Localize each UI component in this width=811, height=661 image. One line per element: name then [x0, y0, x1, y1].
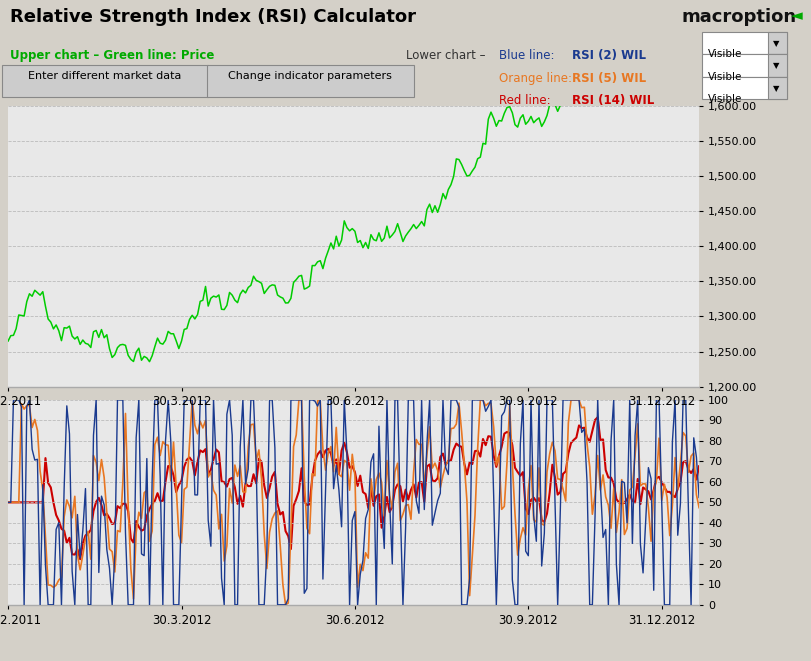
FancyBboxPatch shape	[768, 77, 787, 99]
Text: ▼: ▼	[773, 38, 779, 48]
Text: Orange line:: Orange line:	[499, 72, 572, 85]
Text: 31.12.2012: 31.12.2012	[628, 395, 695, 408]
Text: Upper chart – Green line: Price: Upper chart – Green line: Price	[10, 49, 214, 62]
Text: RSI (2) WIL: RSI (2) WIL	[572, 49, 646, 62]
Text: Red line:: Red line:	[499, 95, 551, 107]
Text: 30.6.2012: 30.6.2012	[325, 395, 384, 408]
Text: ▼: ▼	[773, 61, 779, 70]
Text: Change indicator parameters: Change indicator parameters	[228, 71, 393, 81]
FancyBboxPatch shape	[702, 77, 787, 99]
Text: Lower chart –: Lower chart –	[406, 49, 485, 62]
Text: Relative Strength Index (RSI) Calculator: Relative Strength Index (RSI) Calculator	[10, 8, 416, 26]
FancyBboxPatch shape	[2, 65, 208, 97]
Text: macroption: macroption	[681, 8, 796, 26]
Text: Enter different market data: Enter different market data	[28, 71, 182, 81]
Text: 30.12.2011: 30.12.2011	[0, 395, 41, 408]
Text: 30.3.2012: 30.3.2012	[152, 395, 212, 408]
Text: Blue line:: Blue line:	[499, 49, 554, 62]
Text: Visible: Visible	[708, 95, 742, 104]
FancyBboxPatch shape	[768, 32, 787, 54]
Text: Visible: Visible	[708, 49, 742, 59]
Text: ▼: ▼	[773, 83, 779, 93]
Text: RSI (5) WIL: RSI (5) WIL	[572, 72, 646, 85]
FancyBboxPatch shape	[207, 65, 414, 97]
FancyBboxPatch shape	[768, 54, 787, 77]
Text: Visible: Visible	[708, 72, 742, 82]
FancyBboxPatch shape	[702, 32, 787, 54]
Text: 30.9.2012: 30.9.2012	[499, 395, 558, 408]
Text: RSI (14) WIL: RSI (14) WIL	[572, 95, 654, 107]
FancyBboxPatch shape	[702, 54, 787, 77]
Text: ◄: ◄	[791, 8, 802, 23]
